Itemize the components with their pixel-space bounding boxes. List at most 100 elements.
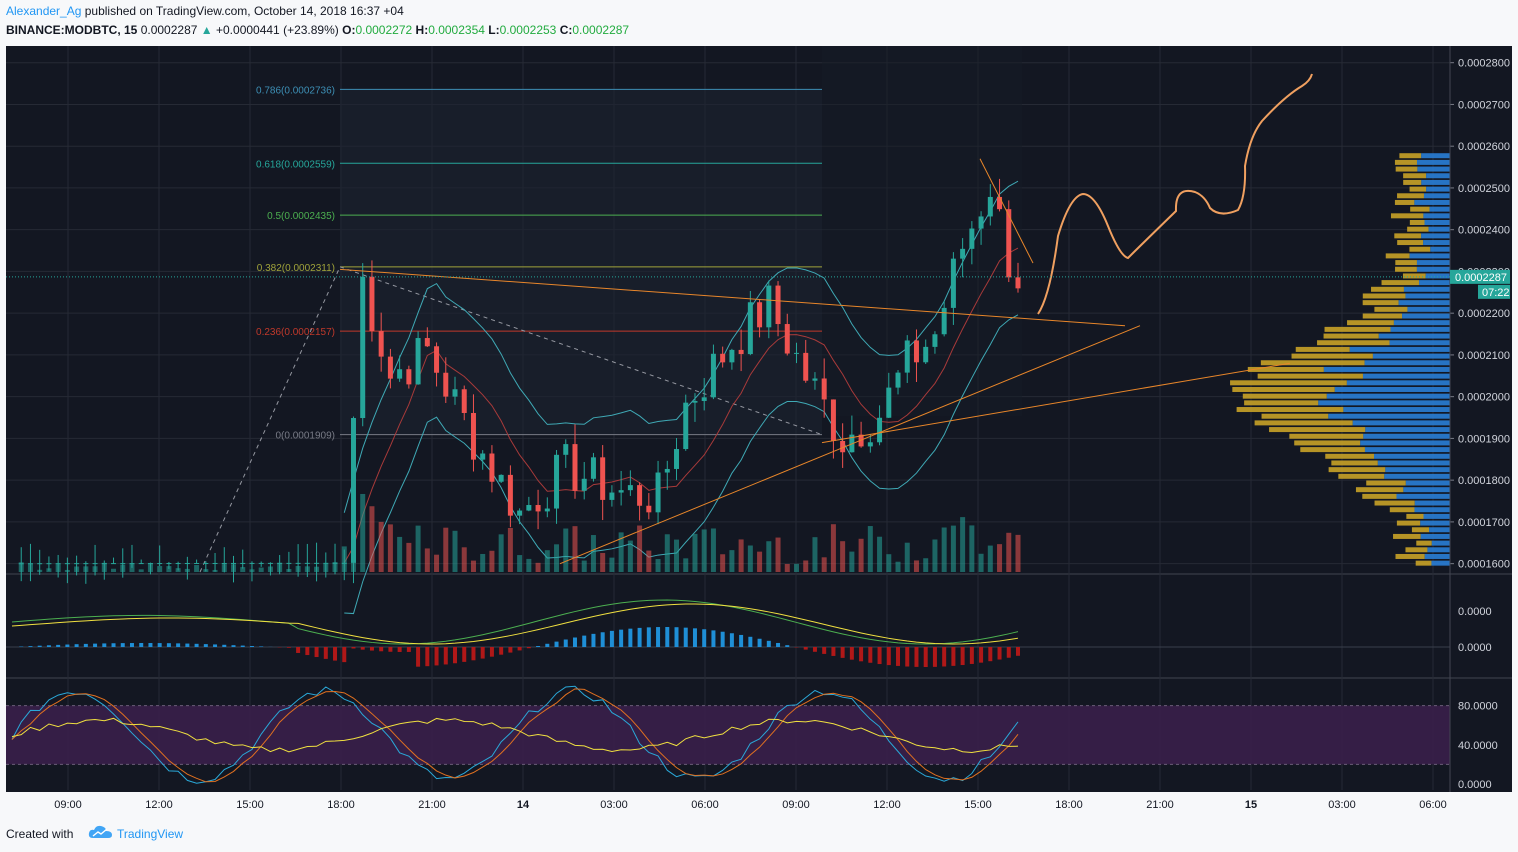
volume-profile-sell [1410, 206, 1430, 212]
volume-bar [443, 527, 449, 572]
volume-profile-sell [1395, 266, 1417, 272]
volume-profile-buy [1425, 273, 1450, 279]
macd-histogram-bar [176, 643, 181, 647]
macd-histogram-bar [471, 647, 476, 661]
volume-profile-buy [1418, 280, 1450, 286]
volume-bar [720, 554, 726, 572]
volume-profile-buy [1426, 173, 1450, 179]
candle-body [129, 563, 135, 565]
volume-bar [923, 558, 929, 572]
candle-body [738, 349, 744, 355]
time-tick-label: 18:00 [1055, 799, 1083, 811]
volume-bar [849, 551, 855, 572]
candle-body [978, 216, 984, 229]
macd-histogram-bar [582, 635, 587, 647]
volume-bar [526, 558, 532, 572]
candle-body [332, 562, 338, 564]
macd-histogram-bar [517, 647, 522, 651]
macd-histogram-bar [831, 647, 836, 656]
macd-histogram-bar [803, 647, 808, 650]
candle-body [941, 307, 947, 335]
volume-bar [775, 537, 781, 572]
last-price-tag [1450, 269, 1510, 284]
countdown-tag [1478, 284, 1510, 299]
macd-tick-label: 0.0000 [1458, 642, 1492, 654]
volume-profile-buy [1402, 313, 1450, 319]
volume-profile-buy [1420, 520, 1450, 526]
volume-profile-sell [1395, 553, 1425, 559]
macd-histogram-bar [692, 628, 697, 647]
candle-body [923, 346, 929, 363]
high-value: 0.0002354 [428, 23, 485, 37]
tradingview-cloud-icon[interactable] [88, 824, 114, 840]
macd-histogram-bar [951, 647, 956, 666]
macd-histogram-bar [979, 647, 984, 663]
macd-histogram-bar [563, 639, 568, 647]
up-arrow-icon: ▲ [200, 23, 213, 37]
volume-profile-buy [1389, 340, 1450, 346]
volume-bar [406, 542, 412, 572]
macd-histogram-bar [379, 647, 384, 652]
volume-profile-buy [1417, 166, 1450, 172]
time-tick-label: 09:00 [782, 799, 810, 811]
volume-profile-sell [1324, 326, 1391, 332]
volume-bar [757, 551, 763, 572]
volume-profile-buy [1343, 407, 1450, 413]
candle-body [147, 563, 153, 565]
chart-canvas[interactable]: 0.786(0.0002736) 0.618(0.0002559) 0.5(0.00… [0, 46, 1518, 818]
volume-profile-buy [1421, 179, 1450, 185]
macd-histogram-bar [812, 647, 817, 652]
volume-profile-buy [1393, 320, 1450, 326]
candle-body [314, 562, 320, 564]
candle-body [175, 563, 181, 565]
open-label: O: [342, 23, 356, 37]
symbol-label[interactable]: BINANCE:MODBTC, 15 [6, 23, 138, 37]
macd-histogram-bar [37, 645, 42, 647]
macd-histogram-bar [286, 647, 291, 648]
candle-body [747, 302, 753, 355]
macd-histogram-bar [489, 647, 494, 657]
time-tick-label: 21:00 [1146, 799, 1174, 811]
macd-histogram-bar [231, 645, 236, 647]
candle-body [830, 399, 836, 441]
volume-bar [960, 517, 966, 572]
macd-signal-line [11, 603, 1019, 645]
volume-bar [609, 557, 615, 572]
macd-histogram-bar [536, 645, 541, 647]
macd-histogram-bar [388, 647, 393, 652]
candle-body [341, 562, 347, 564]
volume-profile-buy [1405, 480, 1450, 486]
volume-profile-sell [1374, 500, 1415, 506]
volume-profile-buy [1323, 366, 1450, 372]
macd-histogram-bar [988, 647, 993, 662]
volume-profile-buy [1426, 186, 1450, 192]
volume-profile-buy [1398, 300, 1450, 306]
volume-profile-buy [1352, 420, 1450, 426]
volume-profile-sell [1394, 199, 1415, 205]
macd-histogram-bar [960, 647, 965, 666]
author-link[interactable]: Alexander_Ag [6, 4, 82, 18]
volume-profile-buy [1362, 373, 1450, 379]
volume-profile-sell [1366, 480, 1406, 486]
volume-profile-sell [1397, 240, 1424, 246]
macd-histogram-bar [969, 647, 974, 664]
volume-bar [895, 561, 901, 572]
volume-bar [590, 535, 596, 572]
candle-body [517, 510, 523, 516]
candle-body [572, 444, 578, 491]
volume-profile-buy [1360, 440, 1450, 446]
volume-profile-buy [1423, 213, 1450, 219]
tradingview-link[interactable]: TradingView [117, 827, 184, 841]
time-tick-label: 15 [1245, 799, 1257, 811]
candle-body [627, 485, 633, 491]
volume-profile-sell [1399, 153, 1422, 159]
candle-body [378, 331, 384, 357]
candle-body [323, 562, 329, 564]
macd-histogram-bar [65, 644, 70, 647]
candle-body [286, 562, 292, 564]
macd-histogram-bar [213, 644, 218, 647]
volume-bar [655, 559, 661, 572]
volume-profile-buy [1407, 306, 1450, 312]
resistance-trendline [339, 268, 1126, 327]
trend-drawings[interactable] [339, 73, 1313, 565]
